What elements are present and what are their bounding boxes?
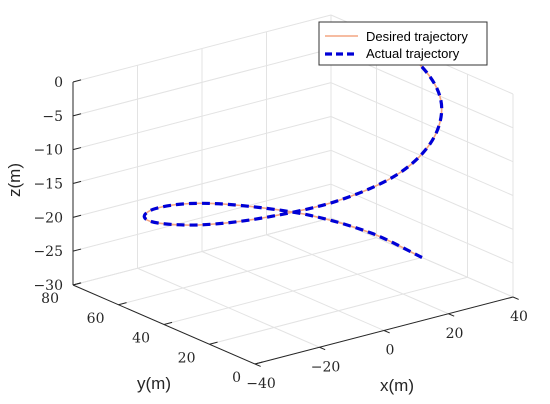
y-tick-mark (163, 321, 173, 325)
z-tick-label: 0 (54, 75, 63, 91)
y-tick-mark (254, 361, 264, 365)
z-axis-label: z(m) (5, 163, 24, 197)
x-tick-label: 20 (446, 326, 464, 342)
z-tick-mark (72, 79, 82, 83)
trajectory-curves (142, 44, 444, 259)
grid-back-z (72, 183, 332, 252)
legend-box (318, 21, 488, 66)
z-tick-label: −20 (33, 210, 63, 226)
z-tick-label: −30 (33, 278, 63, 294)
z-tick-mark (72, 113, 82, 117)
z-tick-label: −10 (33, 143, 63, 159)
y-tick-mark (209, 341, 218, 345)
grid-back-z (72, 82, 332, 151)
y-tick-label: 20 (178, 350, 196, 366)
x-tick-mark (319, 346, 326, 351)
z-tick-mark (72, 147, 82, 151)
legend: Desired trajectory Actual trajectory (318, 21, 488, 66)
y-tick-label: 80 (41, 291, 59, 307)
z-tick-label: −25 (33, 244, 63, 260)
x-tick-mark (254, 363, 261, 367)
y-axis-label: y(m) (137, 374, 171, 393)
series-line-desired (143, 45, 443, 259)
x-tick-label: −40 (246, 376, 276, 392)
x-tick-label: 0 (386, 343, 395, 359)
legend-label-actual: Actual trajectory (366, 46, 460, 61)
z-tick-mark (72, 248, 82, 252)
z-tick-label: −5 (42, 109, 63, 125)
x-tick-mark (512, 296, 519, 300)
series-line-actual (142, 44, 444, 259)
grid-side-z (330, 183, 514, 264)
z-tick-mark (72, 214, 82, 218)
axes-box (72, 79, 519, 367)
grid-floor-y (118, 237, 377, 306)
grid-back-z (72, 48, 332, 117)
grid-floor-y (209, 276, 468, 345)
x-axis-label: x(m) (380, 376, 414, 395)
grid-back-z (72, 149, 332, 218)
z-tick-label: −15 (33, 177, 63, 193)
legend-label-desired: Desired trajectory (366, 29, 468, 44)
grid-side-z (330, 116, 514, 196)
grid-back-z (72, 14, 332, 83)
grid-side-z (330, 82, 514, 163)
y-tick-mark (118, 302, 127, 306)
grid-back-z (72, 116, 332, 184)
grid-back-z (72, 217, 332, 286)
x-tick-label: 40 (510, 309, 528, 325)
y-tick-label: 40 (132, 331, 150, 347)
x-tick-label: −20 (311, 359, 341, 375)
y-tick-label: 0 (232, 370, 241, 386)
grid-floor-y (163, 257, 423, 325)
tick-labels: −40 −20 0 20 40 0 20 40 60 80 0 −5 −10 −15 −20 −25 −30 (33, 75, 527, 392)
z-tick-mark (72, 180, 82, 184)
z-tick-mark (72, 282, 82, 286)
x-tick-mark (383, 330, 390, 334)
y-tick-label: 60 (87, 311, 105, 327)
x-tick-mark (448, 313, 455, 317)
grid-side-z (330, 149, 514, 230)
grid-lines (72, 14, 514, 365)
